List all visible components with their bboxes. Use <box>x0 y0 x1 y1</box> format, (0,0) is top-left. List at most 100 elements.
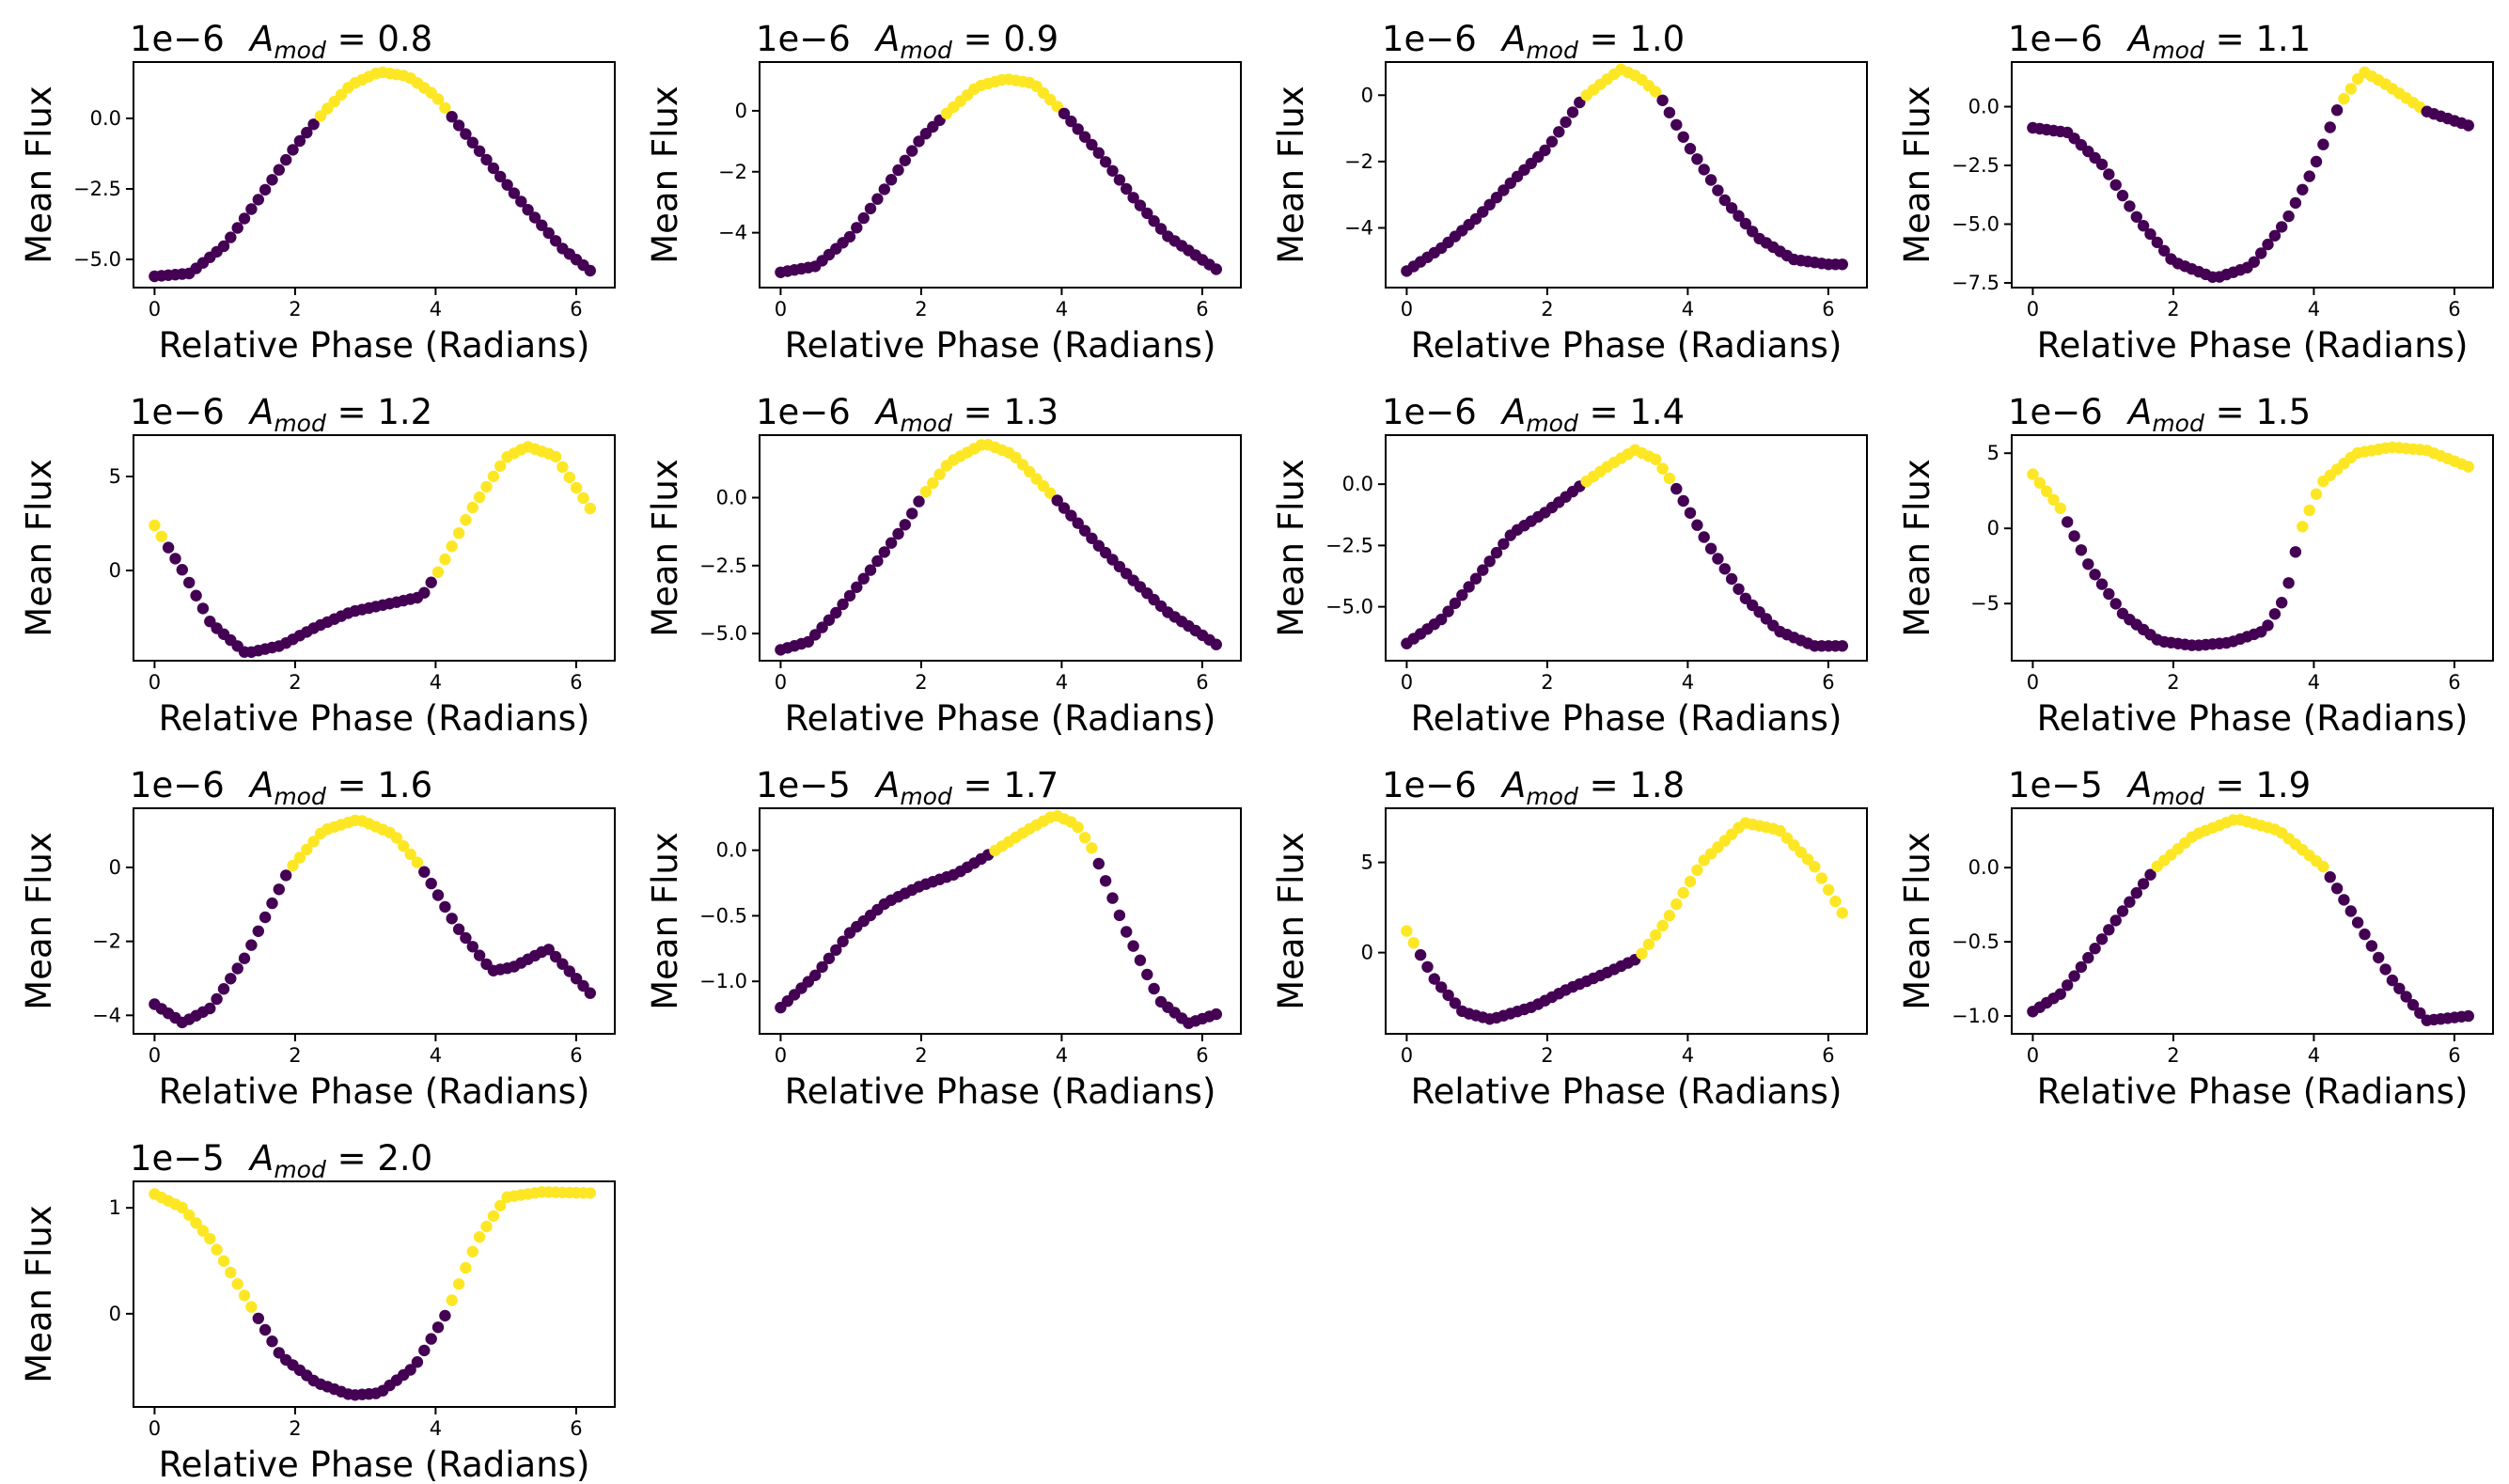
x-tick-label: 4 <box>1682 298 1694 320</box>
data-point <box>1086 138 1098 151</box>
data-point <box>2137 878 2150 890</box>
data-point <box>1684 875 1697 888</box>
data-point <box>1712 553 1724 565</box>
data-point <box>494 1199 507 1212</box>
data-point <box>404 848 416 861</box>
data-point <box>1822 883 1835 896</box>
data-point <box>1435 981 1448 993</box>
data-point <box>1733 583 1745 595</box>
data-point <box>584 264 596 277</box>
x-tick-label: 2 <box>289 1044 301 1067</box>
data-point <box>2393 982 2406 995</box>
data-point <box>1560 116 1572 129</box>
y-tick-label: 0.0 <box>716 839 747 862</box>
x-tick-label: 2 <box>915 298 927 320</box>
data-point <box>2248 256 2260 268</box>
subplot-amod-0-8: 0 2 4 6 −5.0 −2.5 0.0 Relative Phase (Radians) M… <box>19 19 616 366</box>
x-tick-label: 2 <box>1541 298 1553 320</box>
data-point <box>2103 168 2115 180</box>
data-point <box>446 1294 458 1306</box>
data-point <box>259 183 272 196</box>
axes-frame <box>759 61 1242 289</box>
data-point <box>864 564 877 576</box>
data-point <box>2033 476 2046 489</box>
data-point <box>2462 461 2474 473</box>
data-point <box>266 174 278 186</box>
data-point <box>452 923 465 935</box>
data-point <box>439 102 451 115</box>
data-point <box>1141 968 1153 981</box>
data-point <box>542 944 555 956</box>
x-tick-label: 4 <box>430 298 442 320</box>
data-point <box>1636 947 1648 960</box>
data-point <box>809 969 822 982</box>
axes-frame <box>133 807 616 1035</box>
data-point <box>1435 613 1448 626</box>
data-point <box>2303 504 2315 517</box>
data-point <box>823 614 836 626</box>
data-point <box>2103 924 2115 936</box>
y-axis-label: Mean Flux <box>1271 459 1311 636</box>
data-point <box>1092 857 1106 870</box>
data-point <box>1469 572 1482 585</box>
data-point <box>238 1289 251 1302</box>
x-tick-label: 6 <box>2448 298 2460 320</box>
data-point <box>2344 905 2357 917</box>
data-point <box>1456 589 1468 601</box>
subplot-amod-1-1: 0 2 4 6 −7.5 −5.0 −2.5 0.0 Relative Phase (Radia… <box>1897 19 2494 366</box>
x-tick-label: 0 <box>1401 1044 1413 1067</box>
data-point <box>1566 106 1579 118</box>
data-point <box>1801 853 1814 866</box>
offset-label: 1e−6 <box>2008 392 2103 432</box>
x-tick-label: 6 <box>570 671 582 694</box>
x-tick-label: 6 <box>2448 671 2460 694</box>
data-point <box>1442 605 1454 617</box>
data-point <box>1421 961 1434 973</box>
data-point <box>927 476 939 490</box>
data-point <box>238 212 251 225</box>
data-point <box>196 602 210 615</box>
subplot-amod-2-0: 0 2 4 6 0 1 Relative Phase (Radians) Mean Flux 1… <box>19 1138 616 1484</box>
data-point <box>913 495 925 508</box>
subplot-amod-1-9: 0 2 4 6 −1.0 −0.5 0.0 Relative Phase (Radians) M… <box>1897 765 2494 1112</box>
data-point <box>584 987 596 999</box>
data-point <box>390 832 403 844</box>
x-tick-label: 6 <box>2448 1044 2460 1067</box>
data-point <box>2130 211 2142 223</box>
data-point <box>1836 258 1849 271</box>
data-point <box>204 1002 216 1015</box>
y-tick-label: −5 <box>1970 592 1999 615</box>
data-point <box>1691 864 1703 876</box>
data-point <box>1477 206 1489 218</box>
data-point <box>452 527 465 539</box>
data-point <box>2062 516 2074 528</box>
data-point <box>1463 581 1475 593</box>
x-tick-label: 2 <box>2167 298 2179 320</box>
offset-label: 1e−5 <box>2008 765 2103 805</box>
offset-label: 1e−6 <box>130 19 225 59</box>
data-point <box>508 187 521 199</box>
data-point <box>843 230 856 243</box>
data-point <box>1072 123 1084 135</box>
data-point <box>1058 107 1071 120</box>
data-point <box>913 135 925 148</box>
subplot-title: Amod = 1.6 <box>248 765 432 810</box>
y-axis-label: Mean Flux <box>1271 86 1311 263</box>
data-point <box>425 576 437 588</box>
data-point <box>1134 954 1147 966</box>
data-point <box>1490 546 1503 559</box>
data-point <box>266 1336 278 1348</box>
data-point <box>501 179 513 191</box>
x-tick-label: 4 <box>2308 298 2320 320</box>
data-point <box>851 581 863 593</box>
y-tick-label: 5 <box>1361 851 1373 874</box>
data-point <box>2137 220 2150 232</box>
data-point <box>2317 138 2329 150</box>
x-tick-label: 2 <box>2167 671 2179 694</box>
data-point <box>2262 238 2274 251</box>
data-point <box>1836 640 1849 652</box>
x-tick-label: 4 <box>2308 1044 2320 1067</box>
data-point <box>1795 846 1807 858</box>
data-point <box>577 492 589 505</box>
data-point <box>231 1278 243 1290</box>
